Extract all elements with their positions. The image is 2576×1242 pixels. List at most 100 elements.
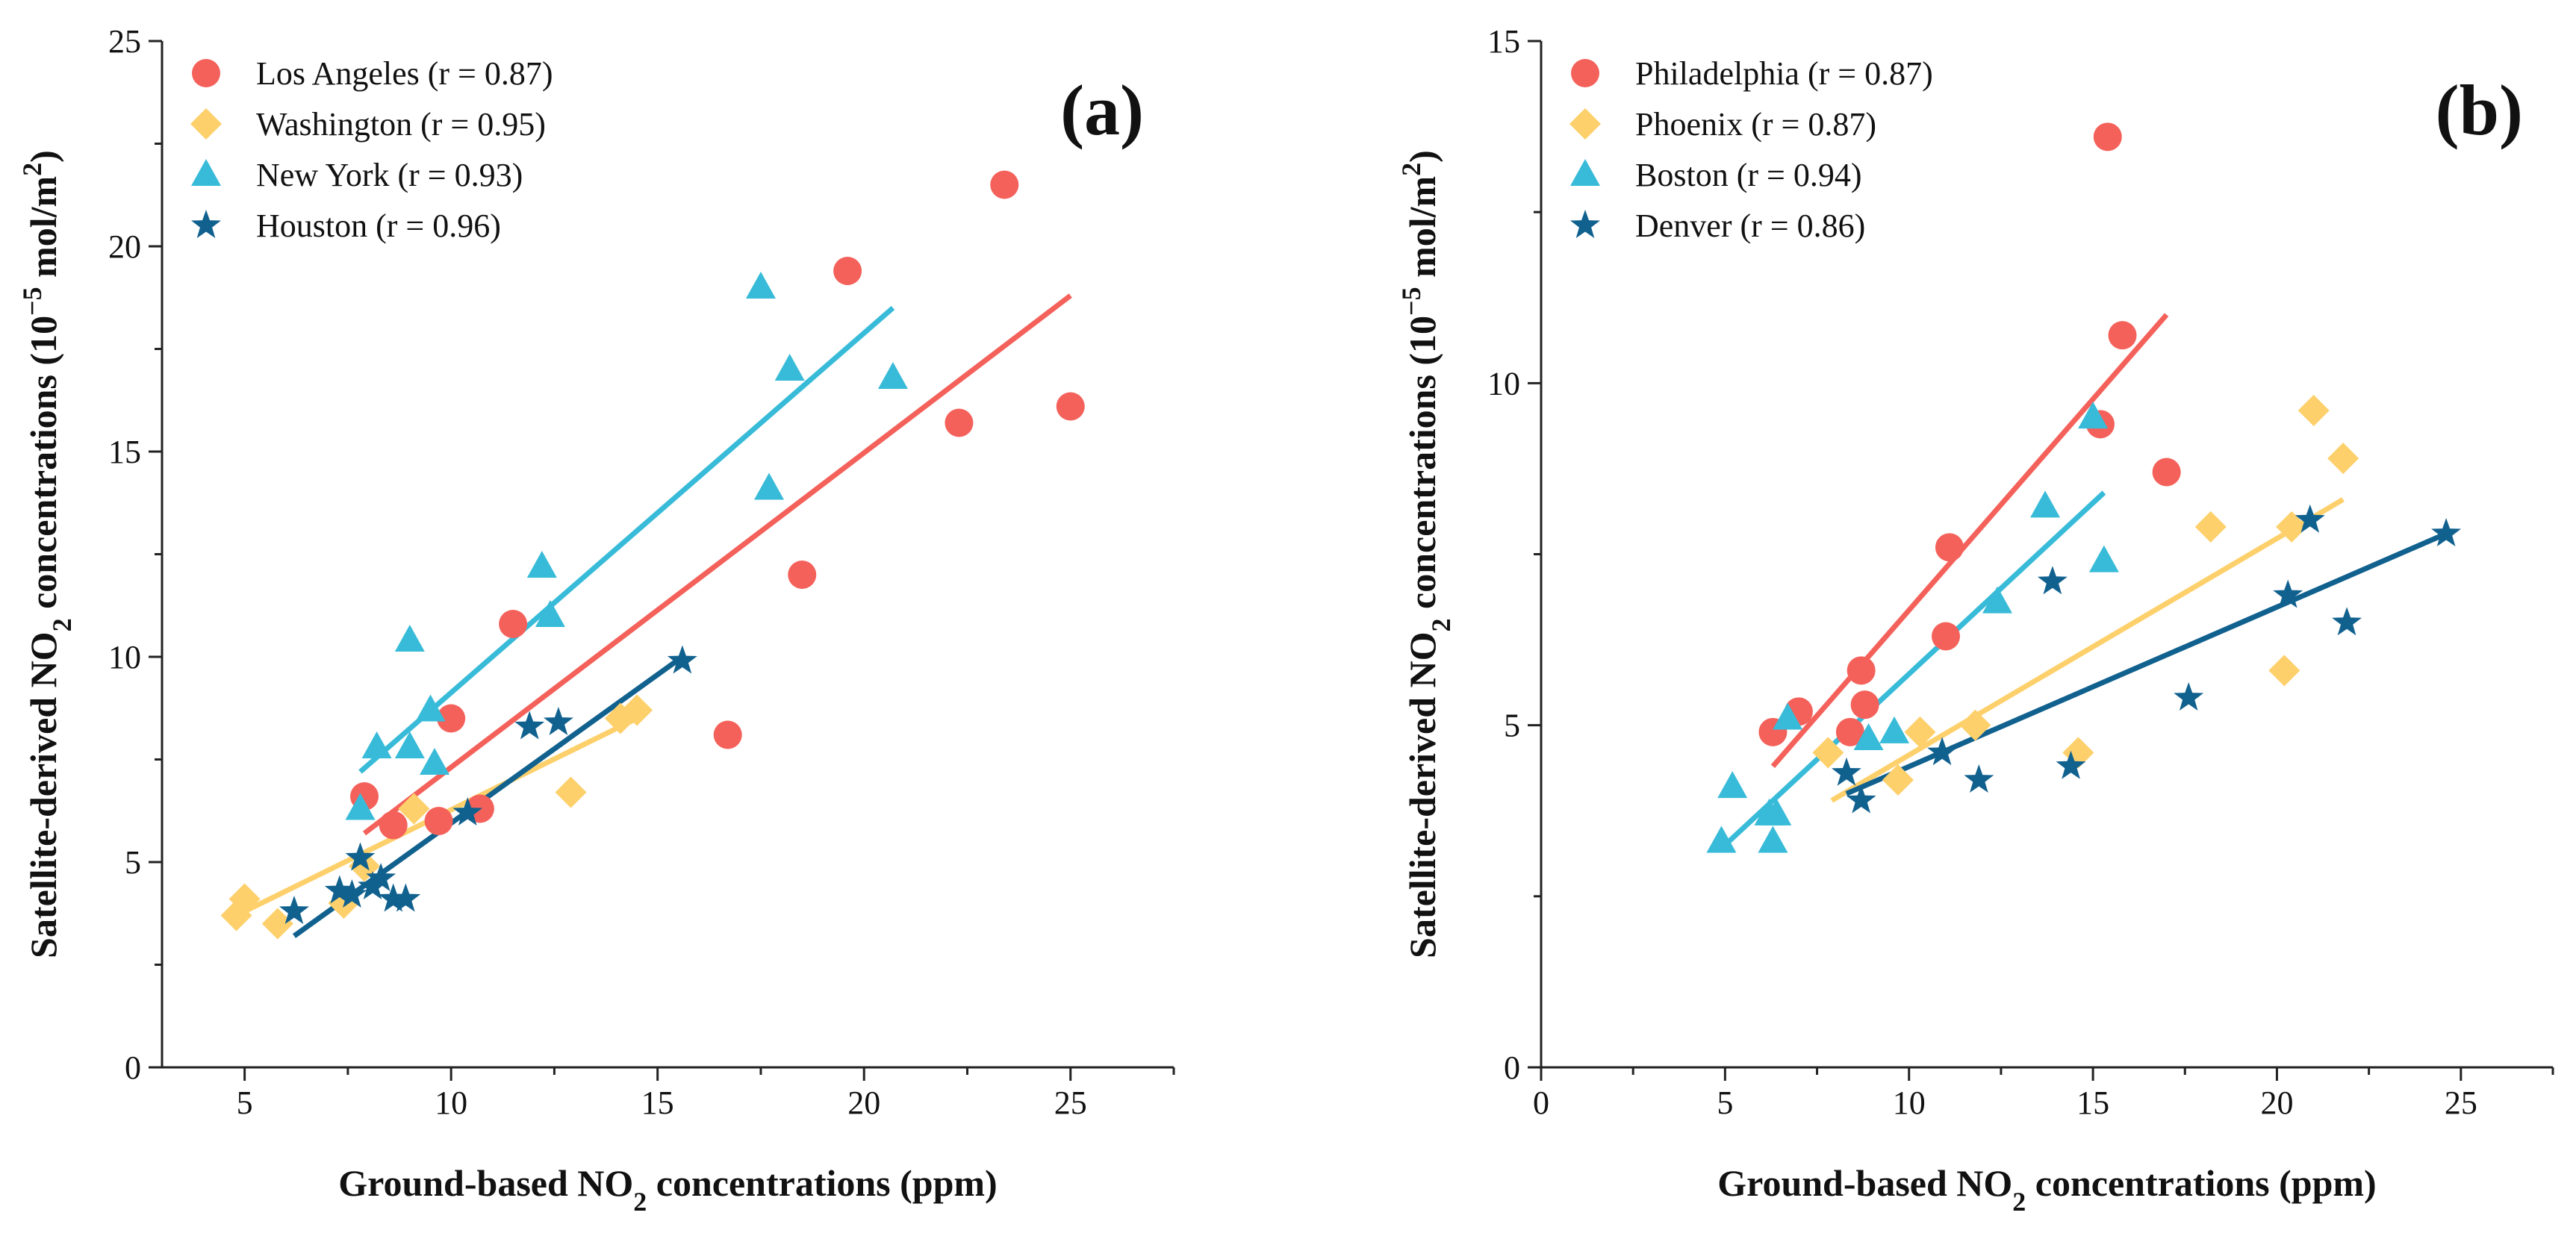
data-point-b-2 [1879,716,1910,743]
data-point-b-1 [2194,511,2227,543]
data-point-a-2 [754,472,784,500]
data-point-b-0 [1935,533,1964,562]
y-tick-label-b: 0 [1504,1049,1520,1086]
data-point-b-1 [1959,709,1991,741]
data-point-a-2 [420,748,450,775]
x-axis-title-a: Ground-based NO2 concentrations (ppm) [338,1162,997,1217]
x-tick-label-b: 20 [2260,1085,2293,1121]
legend-label-a-2: New York (r = 0.93) [256,157,523,193]
data-point-b-1 [2276,511,2308,543]
data-point-b-1 [2297,395,2330,426]
data-point-b-1 [2062,737,2094,769]
data-point-b-2 [2078,402,2109,429]
fit-line-a-3 [292,655,684,938]
y-tick-label-a: 20 [108,228,141,265]
data-point-a-3 [366,863,396,891]
data-point-b-1 [1904,716,1936,748]
data-point-b-2 [1758,826,1788,853]
data-point-b-0 [2152,458,2181,487]
y-axis-title-a: Satellite-derived NO2 concentrations (10… [17,150,77,958]
data-point-a-2 [361,731,392,758]
legend-label-b-2: Boston (r = 0.94) [1635,157,1861,193]
x-tick-label-a: 20 [847,1085,880,1121]
panel-label-b: (b) [2436,70,2523,150]
data-point-b-2 [1773,702,1803,730]
data-point-a-0 [1056,392,1085,421]
x-tick-label-b: 10 [1893,1085,1926,1121]
data-point-b-3 [1832,757,1861,786]
fit-line-a-0 [362,293,1072,836]
fit-line-b-0 [1770,313,2169,768]
panel-label-a: (a) [1060,70,1144,150]
data-point-a-0 [833,257,862,285]
x-tick-label-a: 10 [435,1085,467,1121]
x-axis-title-b: Ground-based NO2 concentrations (ppm) [1717,1162,2376,1217]
data-point-b-1 [1812,737,1844,769]
data-point-b-0 [2108,321,2137,350]
x-tick-label-b: 0 [1533,1085,1549,1121]
x-tick-label-a: 15 [641,1085,674,1121]
data-point-a-3 [279,896,309,924]
y-axis-title-b: Satellite-derived NO2 concentrations (10… [1396,150,1456,958]
y-tick-label-b: 5 [1504,708,1520,744]
data-point-a-3 [378,883,408,912]
data-point-b-3 [2295,504,2325,533]
data-point-b-3 [1927,737,1957,766]
data-point-b-3 [2332,607,2362,636]
legend-marker-a-2 [191,159,221,186]
data-point-b-3 [2273,579,2303,608]
y-tick-label-b: 10 [1487,365,1520,402]
legend-marker-a-3 [191,210,221,238]
data-point-a-1 [621,694,653,726]
data-point-a-0 [424,807,453,835]
legend-marker-a-0 [192,59,220,87]
legend-label-a-0: Los Angeles (r = 0.87) [256,55,553,92]
fit-line-b-2 [1720,490,2106,851]
data-point-b-3 [1846,784,1876,814]
legend-label-b-3: Denver (r = 0.86) [1635,207,1865,244]
legend-label-b-1: Phoenix (r = 0.87) [1635,106,1876,143]
panel-a: 5 10 15 20 25 0 5 10 15 20 25 Los Angeles (r = 0.87… [17,23,1175,1217]
data-point-a-3 [452,797,483,826]
data-point-a-0 [379,811,408,840]
legend-marker-a-1 [190,108,222,140]
data-point-a-1 [555,776,587,808]
data-point-b-1 [1882,764,1914,796]
x-tick-label-b: 15 [2076,1085,2109,1121]
data-point-b-0 [1847,656,1876,685]
data-point-a-2 [745,272,776,299]
x-tick-label-a: 5 [237,1085,253,1121]
data-point-a-2 [345,793,376,820]
data-point-a-3 [544,707,573,735]
legend-marker-b-0 [1571,59,1599,87]
data-point-a-0 [990,170,1019,199]
data-point-a-2 [774,354,805,381]
data-point-a-0 [713,720,742,749]
data-point-b-3 [1964,764,1994,793]
fit-line-a-2 [358,305,895,774]
data-point-b-0 [2093,122,2122,152]
data-point-a-3 [667,645,697,674]
data-point-a-3 [324,875,355,904]
data-point-a-2 [877,362,908,389]
data-point-a-1 [398,793,430,825]
data-point-a-3 [337,879,367,908]
data-point-b-1 [2268,655,2300,687]
y-tick-label-b: 15 [1487,23,1520,60]
data-point-b-3 [2056,750,2086,779]
x-tick-label-a: 25 [1054,1085,1087,1121]
data-point-b-2 [2088,545,2119,572]
data-point-b-3 [2174,682,2204,711]
legend-marker-b-1 [1569,108,1601,140]
data-point-a-0 [788,561,817,589]
data-point-b-3 [2037,566,2068,595]
data-point-a-1 [261,908,293,940]
data-point-b-0 [1932,622,1960,651]
data-point-b-0 [1850,690,1879,720]
legend-label-a-1: Washington (r = 0.95) [256,106,546,143]
data-point-b-2 [1853,723,1884,750]
data-point-a-0 [499,610,528,638]
data-point-b-0 [1835,717,1864,746]
panel-b: 0 5 10 15 20 25 0 5 10 15 Philadelphia (r = 0.87) P… [1396,23,2554,1217]
data-point-a-1 [228,883,261,915]
